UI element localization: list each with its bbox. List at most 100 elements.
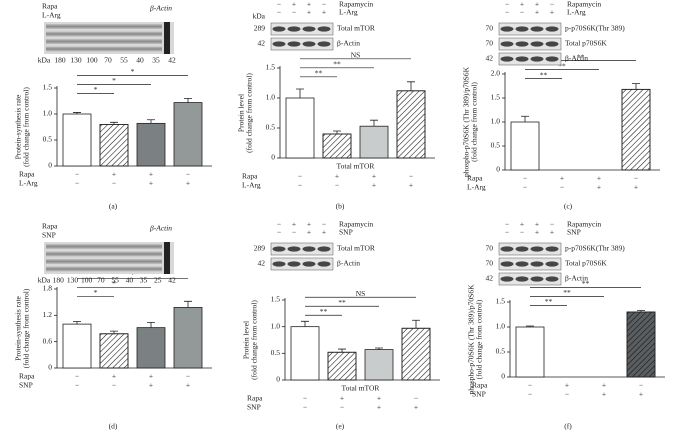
bar (62, 323, 92, 369)
blot-sign: − (505, 220, 509, 229)
bar (359, 125, 389, 159)
blot-band (500, 276, 514, 282)
blot-label: Rapa (42, 222, 58, 231)
blot-band-label: Total p70S6K (565, 39, 607, 48)
y-tick-label: 1.0 (266, 93, 276, 102)
blot-sign: − (292, 8, 296, 17)
y-tick-label: 1.5 (271, 295, 281, 304)
blot-band-label: Total mTOR (337, 244, 375, 253)
blot-marker: 180 (54, 56, 66, 65)
blot-condition: SNP (339, 228, 353, 237)
blot-band (317, 26, 331, 32)
condition-sign: + (149, 381, 153, 390)
error-bar (375, 347, 383, 350)
blot-band-label: β-Actin (149, 224, 172, 233)
blot-band (545, 26, 559, 32)
blot-band (272, 26, 286, 32)
condition-name: Rapa (247, 394, 263, 403)
gel-lane (46, 39, 162, 44)
blot-sign: + (322, 8, 326, 17)
condition-sign: − (186, 372, 190, 381)
panel: 0 0.5 1.0 1.5 phospho-p70S6K (Thr 389)/p70S6… (467, 220, 665, 431)
condition-sign: + (377, 403, 381, 412)
blot-kda: kDa (253, 12, 266, 21)
bar (285, 97, 315, 159)
blot-label: L-Arg (42, 11, 61, 20)
blot-sign: + (550, 8, 554, 17)
blot-band (530, 246, 544, 252)
bar-hatch (396, 90, 426, 159)
bar-hatch (401, 327, 431, 381)
blot-sign: + (535, 220, 539, 229)
blot-band-label: β-Actin (337, 259, 360, 268)
panel: 0 0.6 1.2 1.8 Protein-synthesis rate (fold ch… (14, 222, 212, 431)
blot-band (317, 261, 331, 267)
significance-label: ** (558, 61, 566, 70)
blot-band (515, 41, 529, 47)
blot-marker: 42 (168, 56, 176, 65)
condition-sign: + (597, 174, 601, 183)
blot-sign: − (520, 8, 524, 17)
significance-label: ** (315, 69, 323, 78)
blot-marker: kDa (38, 56, 51, 65)
blot-band (272, 41, 286, 47)
blot-condition: L-Arg (567, 8, 586, 17)
condition-name: L-Arg (242, 181, 261, 190)
x-axis-label: Total mTOR (342, 384, 380, 393)
y-tick-label: 0.5 (43, 135, 53, 144)
gel-lane (46, 46, 162, 52)
gel-actin (164, 22, 170, 54)
y-tick-label: 0 (48, 363, 52, 372)
y-tick-label: 0 (276, 375, 280, 384)
blot-band-label: β-Actin (337, 39, 360, 48)
significance-label: * (131, 270, 135, 279)
y-tick-label: 1.5 (496, 297, 506, 306)
condition-name: Rapa (19, 372, 35, 381)
blot-condition: Rapamycin (567, 220, 601, 229)
panel-label: (d) (109, 422, 118, 431)
panel: 0 0.5 1.0 1.5 2.0 phospho-p70S6K (Thr 389)/p7… (462, 0, 660, 211)
blot-marker: 100 (81, 276, 93, 285)
blot-band (272, 261, 286, 267)
blot-strip (270, 257, 334, 271)
condition-sign: − (565, 390, 569, 399)
error-bar (73, 321, 81, 325)
significance-label: * (94, 85, 98, 94)
blot-condition: L-Arg (339, 8, 358, 17)
blot-strip (498, 257, 562, 271)
significance-label: ** (320, 307, 328, 316)
condition-sign: + (602, 390, 606, 399)
significance-label: * (131, 67, 135, 76)
condition-sign: − (112, 381, 116, 390)
bar-hatch (322, 133, 352, 159)
condition-sign: − (414, 394, 418, 403)
condition-sign: − (634, 174, 638, 183)
blot-sign: − (277, 8, 281, 17)
blot-band-label: p-p70S6K(Thr 389) (565, 24, 625, 33)
bar-hatch (327, 351, 357, 381)
blot-sign: − (520, 228, 524, 237)
error-bar (407, 81, 415, 91)
blot-band-label: p-p70S6K(Thr 389) (565, 244, 625, 253)
condition-sign: + (602, 381, 606, 390)
y-axis-label: (fold change from control) (475, 299, 484, 379)
blot-band (530, 26, 544, 32)
bar (136, 327, 166, 369)
condition-sign: − (303, 403, 307, 412)
condition-sign: + (560, 174, 564, 183)
condition-sign: − (523, 183, 527, 192)
condition-sign: − (75, 170, 79, 179)
condition-sign: − (335, 181, 339, 190)
blot-sign: + (520, 220, 524, 229)
condition-sign: − (303, 394, 307, 403)
blot-band (545, 276, 559, 282)
error-bar (110, 330, 118, 334)
blot-sign: − (550, 0, 554, 9)
blot-marker: 55 (120, 56, 128, 65)
blot-marker: 35 (140, 276, 148, 285)
blot-band-label: Total p70S6K (565, 259, 607, 268)
blot-kda: 42 (258, 259, 266, 268)
blot-sign: + (292, 0, 296, 9)
blot-sign: − (277, 228, 281, 237)
blot-band (317, 41, 331, 47)
